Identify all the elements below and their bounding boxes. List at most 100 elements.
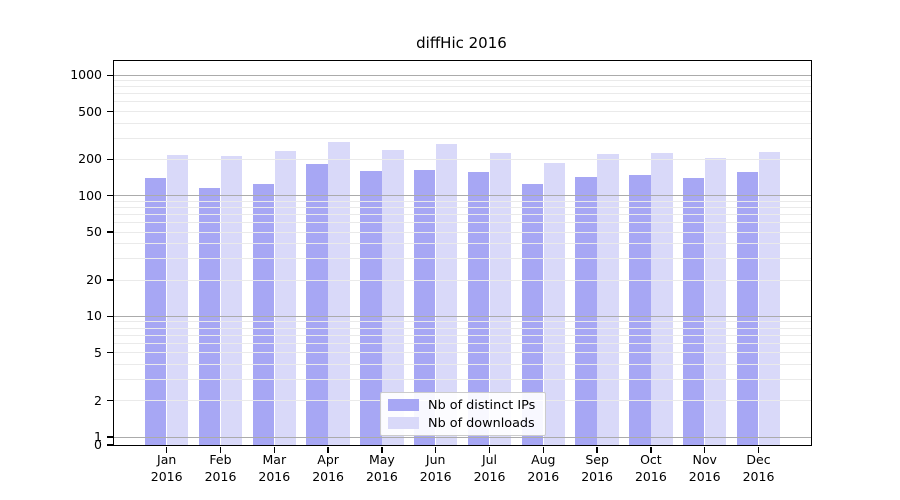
downloads-bar bbox=[166, 154, 189, 445]
downloads-bar bbox=[704, 157, 727, 445]
minor-gridline bbox=[114, 80, 811, 82]
downloads-bar bbox=[435, 143, 458, 445]
y-axis-tick bbox=[107, 444, 113, 446]
y-axis-tick bbox=[107, 74, 113, 76]
distinct-ips-bar bbox=[682, 178, 705, 445]
minor-gridline bbox=[114, 158, 811, 160]
minor-gridline bbox=[114, 321, 811, 323]
major-gridline bbox=[114, 74, 811, 76]
minor-gridline bbox=[114, 93, 811, 95]
y-axis-tick bbox=[107, 195, 113, 197]
x-axis-tick-label: Nov 2016 bbox=[688, 452, 721, 484]
minor-gridline bbox=[114, 334, 811, 336]
minor-gridline bbox=[114, 222, 811, 224]
minor-gridline bbox=[114, 243, 811, 245]
minor-gridline bbox=[114, 86, 811, 88]
major-gridline bbox=[114, 436, 811, 438]
y-axis-tick-label: 100 bbox=[78, 187, 102, 203]
x-axis-tick-label: Mar 2016 bbox=[258, 452, 291, 484]
legend-swatch bbox=[388, 416, 419, 430]
minor-gridline bbox=[114, 231, 811, 233]
downloads-bar bbox=[382, 149, 404, 445]
x-axis-tick bbox=[757, 447, 760, 453]
x-axis-tick-label: Apr 2016 bbox=[312, 452, 344, 484]
distinct-ips-bar bbox=[575, 177, 597, 445]
x-axis-tick-label: Jun 2016 bbox=[419, 452, 452, 484]
y-axis-tick bbox=[107, 158, 113, 161]
distinct-ips-bar bbox=[467, 171, 490, 445]
legend-label: Nb of distinct IPs bbox=[428, 397, 536, 413]
x-axis-tick bbox=[166, 447, 168, 453]
y-axis-tick bbox=[107, 279, 113, 281]
legend-item: Nb of distinct IPs bbox=[381, 398, 545, 413]
legend: Nb of distinct IPs Nb of downloads bbox=[380, 392, 546, 436]
y-axis-tick bbox=[107, 231, 113, 233]
distinct-ips-bar bbox=[413, 170, 436, 445]
legend-label: Nb of downloads bbox=[428, 415, 535, 431]
distinct-ips-bar bbox=[629, 174, 651, 445]
major-gridline bbox=[114, 195, 811, 197]
y-axis-tick-label: 500 bbox=[78, 103, 102, 119]
minor-gridline bbox=[114, 363, 811, 365]
distinct-ips-bar bbox=[144, 178, 167, 445]
minor-gridline bbox=[114, 327, 811, 329]
distinct-ips-bar bbox=[736, 171, 759, 445]
legend-item: Nb of downloads bbox=[381, 416, 545, 431]
minor-gridline bbox=[114, 101, 811, 103]
x-axis-tick-label: Dec 2016 bbox=[742, 452, 775, 484]
y-axis-tick-label: 10 bbox=[86, 308, 102, 324]
y-axis-tick-label: 5 bbox=[94, 344, 102, 360]
y-axis-tick-label: 1000 bbox=[70, 67, 102, 83]
x-axis-tick-label: May 2016 bbox=[365, 452, 398, 484]
y-axis-tick bbox=[107, 110, 113, 113]
x-axis-tick bbox=[273, 447, 275, 453]
downloads-bar bbox=[489, 152, 512, 445]
minor-gridline bbox=[114, 206, 811, 208]
x-axis-tick-label: Sep 2016 bbox=[581, 452, 613, 484]
y-axis-tick-label: 20 bbox=[86, 272, 102, 288]
x-axis-tick-label: Jul 2016 bbox=[473, 452, 506, 484]
y-axis-tick bbox=[107, 315, 113, 318]
y-axis-tick-label: 2 bbox=[94, 392, 102, 408]
x-axis-tick bbox=[435, 447, 437, 453]
minor-gridline bbox=[114, 213, 811, 215]
y-axis-tick-label: 1 bbox=[94, 429, 102, 444]
minor-gridline bbox=[114, 342, 811, 344]
y-axis-tick-label: 0 bbox=[94, 437, 102, 452]
distinct-ips-bar bbox=[360, 171, 382, 445]
x-axis-tick bbox=[704, 447, 706, 453]
chart-title: diffHic 2016 bbox=[416, 34, 507, 52]
legend-swatch bbox=[388, 398, 419, 412]
y-axis-tick-label: 50 bbox=[86, 224, 102, 240]
x-axis-tick-label: Feb 2016 bbox=[204, 452, 237, 484]
plot-area: 1000 500 200 100 50 20 10 5 2 1 0 Jan 2016 Feb 2016 Mar… bbox=[70, 60, 812, 484]
x-axis-tick bbox=[650, 447, 652, 453]
y-axis-tick-label: 200 bbox=[78, 151, 102, 167]
downloads-bar bbox=[758, 151, 781, 445]
x-axis-tick-label: Oct 2016 bbox=[634, 452, 667, 484]
downloads-bar bbox=[597, 153, 619, 445]
downloads-bar bbox=[543, 162, 566, 445]
x-axis-tick bbox=[219, 447, 222, 453]
x-axis-tick bbox=[488, 447, 491, 453]
downloads-bar bbox=[328, 141, 350, 445]
x-axis-tick-label: Jan 2016 bbox=[150, 452, 183, 484]
x-axis-tick bbox=[327, 447, 329, 453]
minor-gridline bbox=[114, 378, 811, 380]
x-axis-tick bbox=[381, 447, 383, 453]
x-axis-tick bbox=[596, 447, 598, 453]
downloads-bar bbox=[274, 151, 297, 445]
major-gridline bbox=[114, 315, 811, 317]
minor-gridline bbox=[114, 279, 811, 281]
minor-gridline bbox=[114, 137, 811, 139]
downloads-bar bbox=[651, 152, 673, 445]
x-axis-tick-label: Aug 2016 bbox=[527, 452, 560, 484]
minor-gridline bbox=[114, 122, 811, 124]
minor-gridline bbox=[114, 111, 811, 112]
y-axis-tick bbox=[107, 399, 113, 402]
minor-gridline bbox=[114, 352, 811, 354]
x-axis-tick bbox=[542, 447, 544, 453]
downloads-bar bbox=[220, 156, 243, 445]
minor-gridline bbox=[114, 258, 811, 260]
